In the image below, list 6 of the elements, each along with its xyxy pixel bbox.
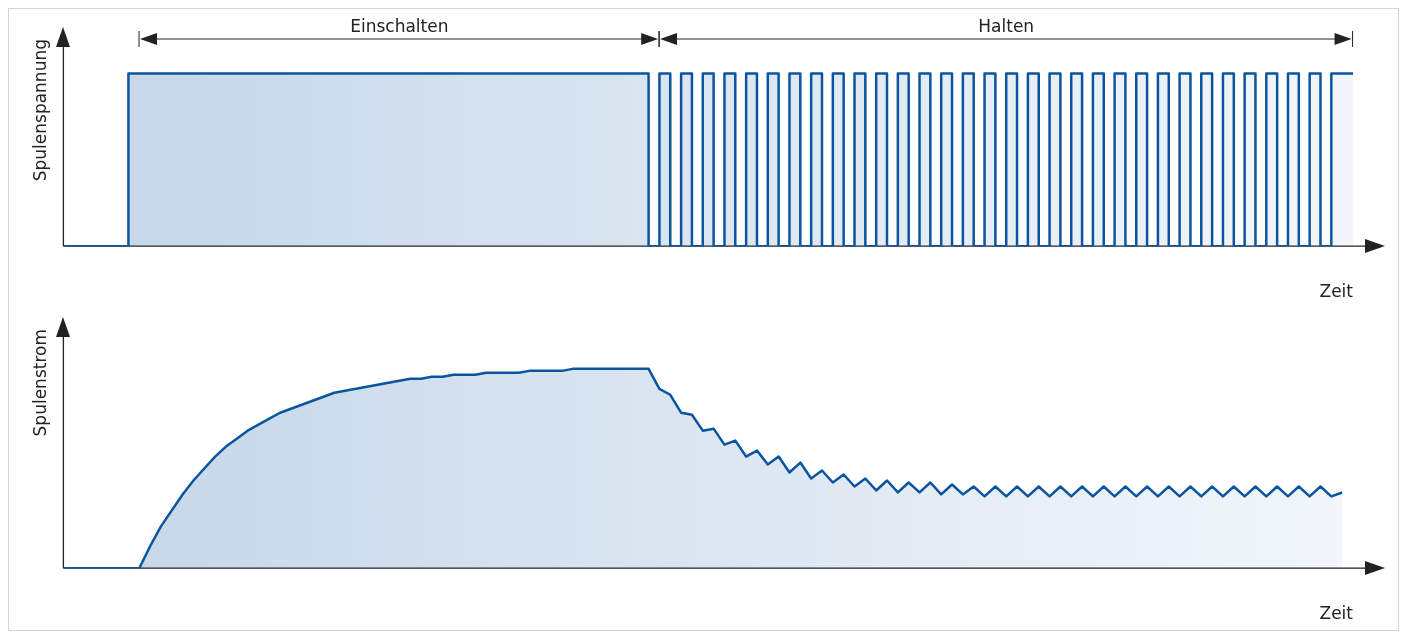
x-axis-title: Zeit <box>1319 603 1354 624</box>
text: Einschalten <box>350 15 449 36</box>
y-axis-title: Spulenstrom <box>29 329 50 437</box>
x-axis-title: Zeit <box>1319 281 1354 302</box>
text: Halten <box>978 15 1035 36</box>
y-axis-title: Spulenspannung <box>29 39 50 182</box>
